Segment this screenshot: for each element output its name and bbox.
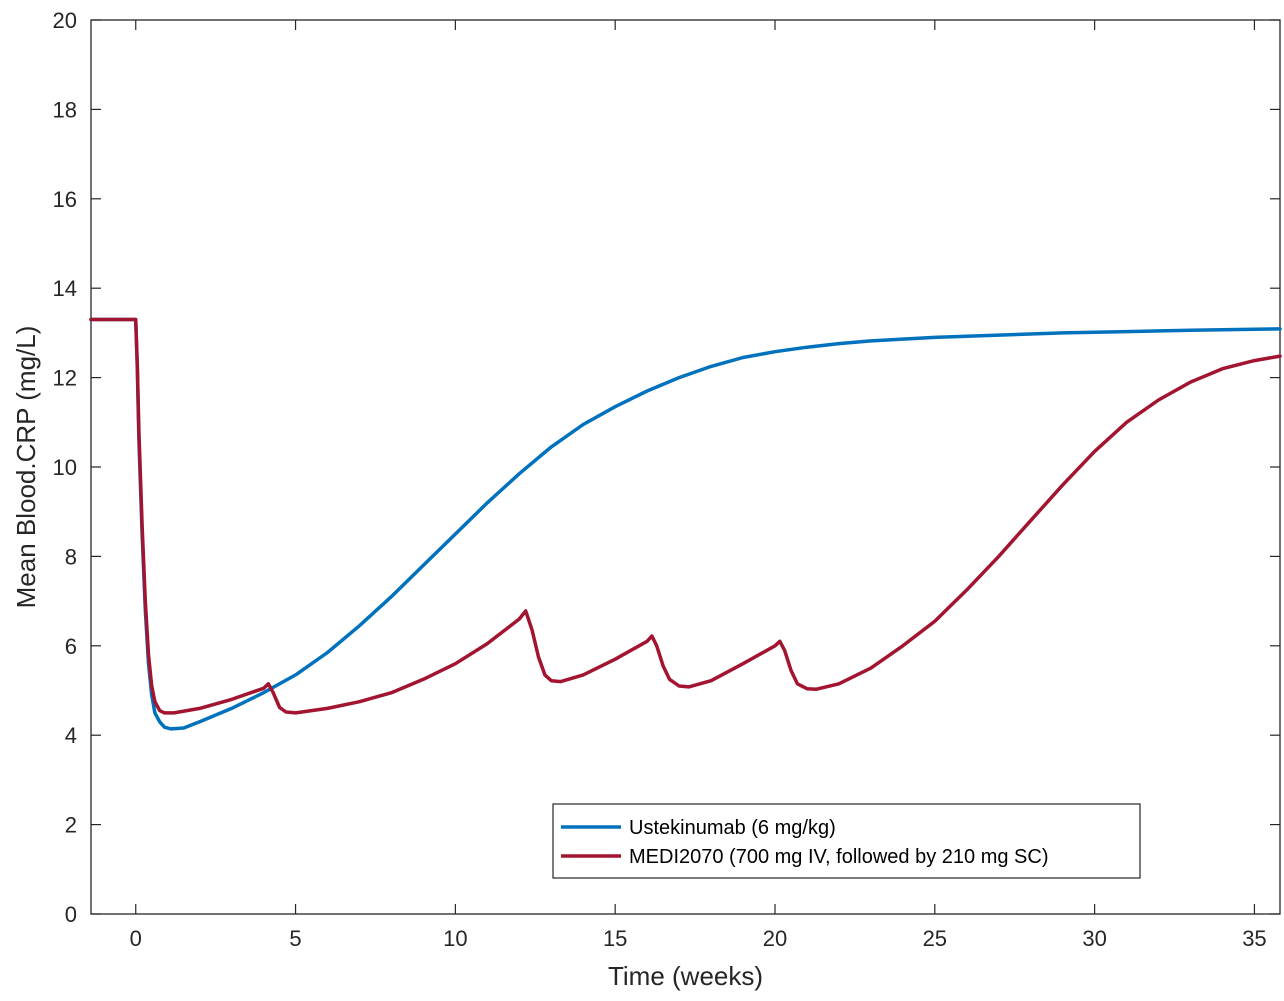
x-tick-label: 20 bbox=[763, 926, 787, 951]
y-tick-label: 18 bbox=[53, 97, 77, 122]
y-tick-label: 16 bbox=[53, 187, 77, 212]
legend: Ustekinumab (6 mg/kg) MEDI2070 (700 mg I… bbox=[552, 803, 1141, 879]
y-tick-label: 12 bbox=[53, 366, 77, 391]
series-lines bbox=[89, 317, 1282, 731]
legend-label-ustekinumab: Ustekinumab (6 mg/kg) bbox=[629, 817, 836, 839]
x-tick-label: 30 bbox=[1082, 926, 1106, 951]
x-tick-label: 15 bbox=[603, 926, 627, 951]
y-tick-label: 14 bbox=[53, 276, 77, 301]
series-line-1 bbox=[89, 317, 1282, 715]
x-tick-label: 10 bbox=[443, 926, 467, 951]
y-axis: 0 2 4 6 8 10 12 14 16 18 20 bbox=[53, 8, 1280, 927]
x-tick-label: 5 bbox=[289, 926, 301, 951]
legend-label-medi2070: MEDI2070 (700 mg IV, followed by 210 mg … bbox=[629, 846, 1048, 868]
y-tick-label: 4 bbox=[65, 723, 77, 748]
x-tick-label: 25 bbox=[923, 926, 947, 951]
x-tick-label: 35 bbox=[1242, 926, 1266, 951]
y-tick-label: 2 bbox=[65, 813, 77, 838]
y-tick-label: 6 bbox=[65, 634, 77, 659]
y-tick-label: 20 bbox=[53, 8, 77, 33]
x-tick-label: 0 bbox=[130, 926, 142, 951]
x-axis-title: Time (weeks) bbox=[608, 961, 763, 991]
y-tick-label: 8 bbox=[65, 544, 77, 569]
x-axis: 0 5 10 15 20 25 30 35 bbox=[130, 20, 1267, 951]
y-tick-label: 10 bbox=[53, 455, 77, 480]
y-tick-label: 0 bbox=[65, 902, 77, 927]
y-axis-title: Mean Blood.CRP (mg/L) bbox=[11, 326, 41, 609]
plot-area-border bbox=[90, 19, 1281, 915]
legend-box bbox=[552, 803, 1141, 879]
